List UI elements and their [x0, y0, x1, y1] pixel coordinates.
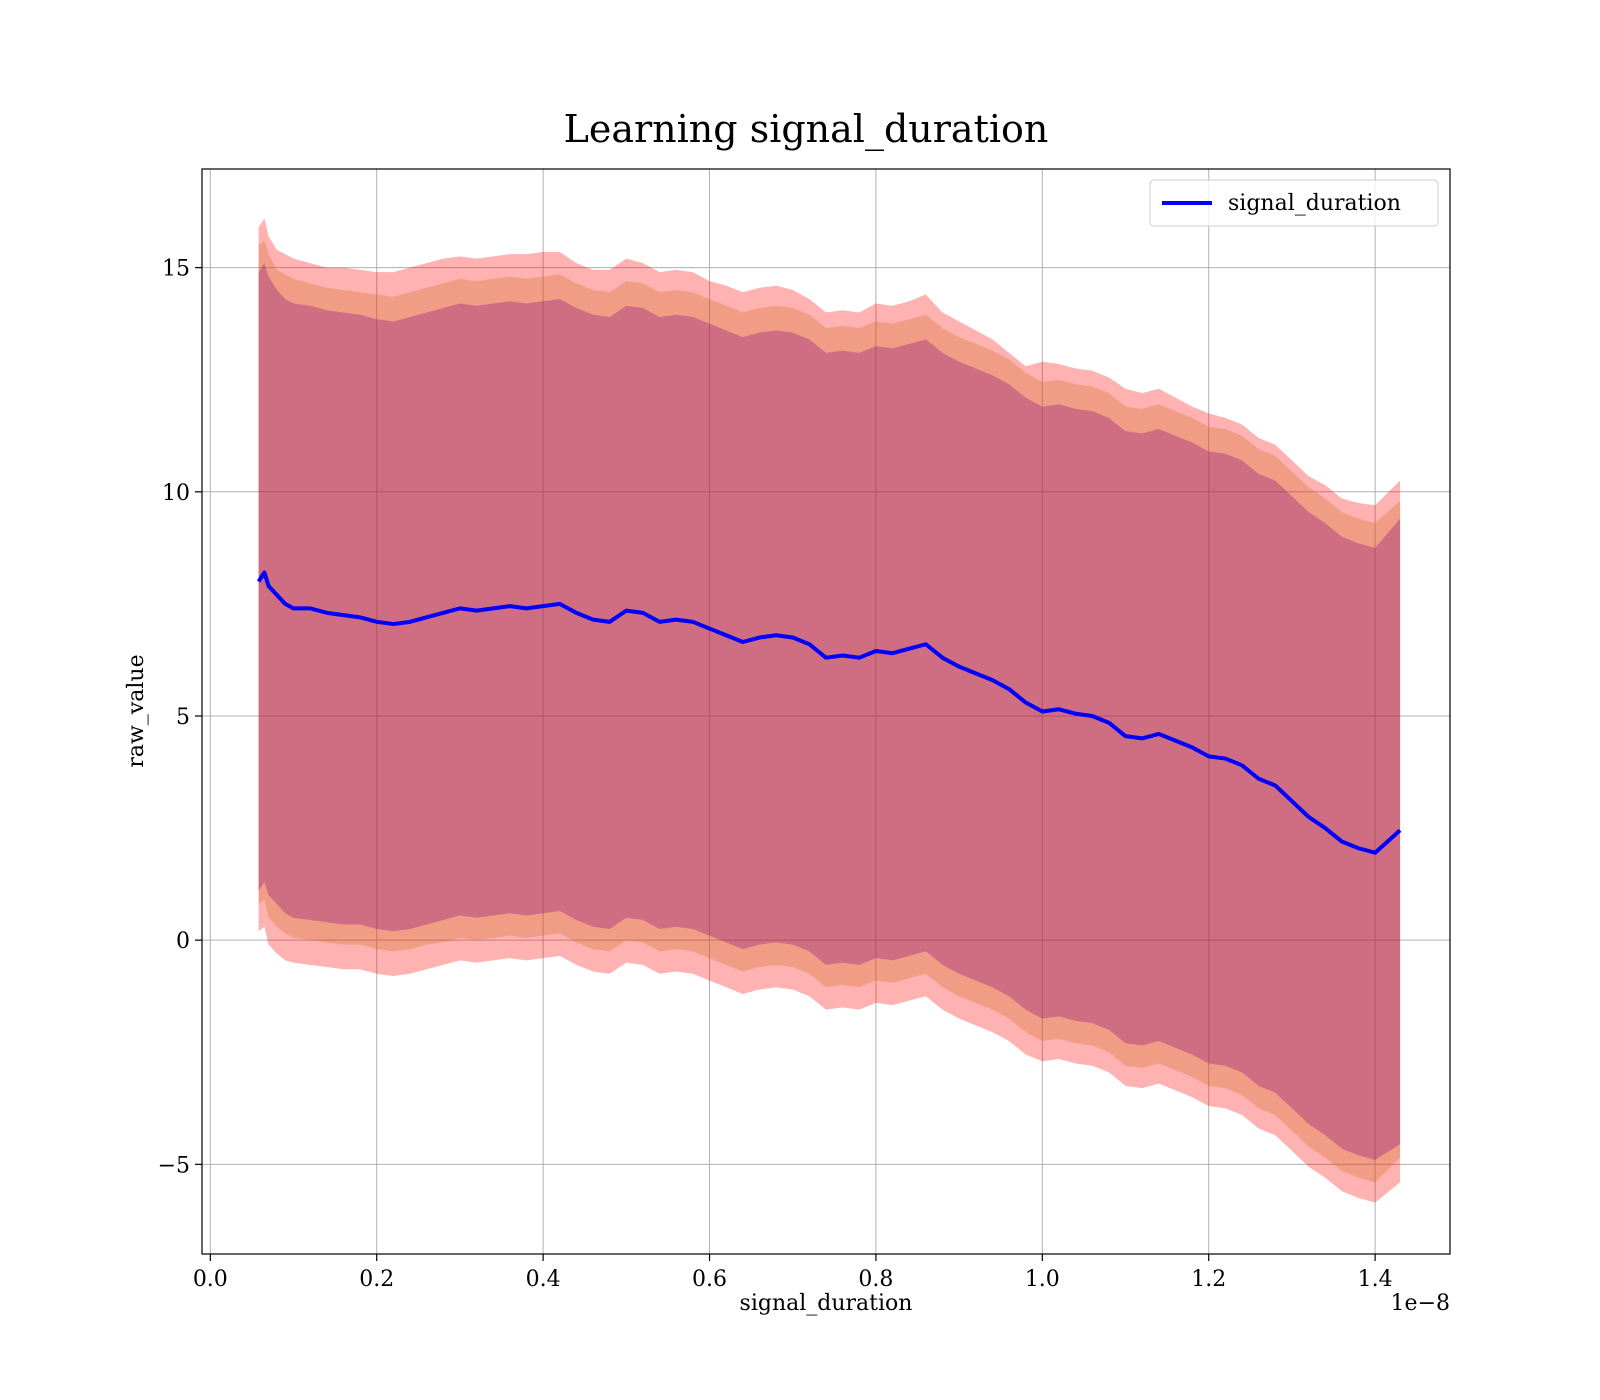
y-axis-label: raw_value: [124, 654, 149, 767]
x-tick-label: 0.6: [692, 1267, 727, 1292]
outer-band: [258, 218, 1401, 1203]
plot-frame: [201, 168, 1451, 1255]
y-tick-label: −5: [158, 1153, 190, 1178]
middle-band: [258, 240, 1401, 1183]
x-tick-label: 0.8: [858, 1267, 893, 1292]
y-axis-ticks: −5 0 5 10 15: [158, 257, 202, 1178]
legend-label: signal_duration: [1228, 191, 1401, 216]
x-axis-offset-label: 1e−8: [1391, 1291, 1450, 1316]
y-tick-label: 5: [176, 705, 190, 730]
inner-band: [258, 263, 1401, 1160]
y-tick-label: 15: [162, 257, 190, 282]
x-tick-label: 1.2: [1191, 1267, 1226, 1292]
chart-title: Learning signal_duration: [564, 107, 1049, 152]
series-lines: [256, 570, 1402, 855]
series-line-signal-duration: [256, 570, 1402, 855]
x-tick-label: 0.0: [193, 1267, 228, 1292]
x-axis-label: signal_duration: [740, 1291, 913, 1316]
legend: signal_duration: [1149, 179, 1439, 227]
x-axis-ticks: 0.0 0.2 0.4 0.6 0.8 1.0 1.2 1.4: [193, 1254, 1393, 1292]
x-tick-label: 0.2: [359, 1267, 394, 1292]
y-tick-label: 0: [176, 929, 190, 954]
legend-box: [1149, 179, 1439, 227]
x-tick-label: 1.4: [1358, 1267, 1393, 1292]
x-tick-label: 0.4: [526, 1267, 561, 1292]
y-tick-label: 10: [162, 481, 190, 506]
x-tick-label: 1.0: [1025, 1267, 1060, 1292]
confidence-bands: [258, 218, 1401, 1203]
